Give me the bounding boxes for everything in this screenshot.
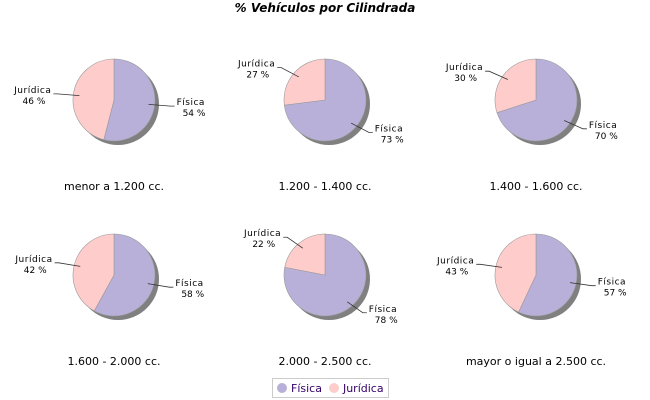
slice-label-value: 73 % — [381, 135, 404, 145]
pie-title: 1.200 - 1.400 cc. — [278, 180, 371, 193]
label-leader-line — [350, 122, 373, 133]
slice-label-name: Jurídica — [445, 63, 483, 73]
pie-slice-1 — [494, 58, 537, 114]
slice-label-name: Física — [598, 278, 626, 288]
slice-label-value: 54 % — [183, 109, 206, 119]
slice-label-value: 42 % — [24, 266, 47, 276]
pie-slice-0 — [496, 58, 578, 142]
slice-label-value: 58 % — [181, 290, 204, 300]
slice-label-value: 27 % — [246, 71, 269, 81]
slice-label-name: Jurídica — [237, 60, 275, 70]
pie-title: mayor o igual a 2.500 cc. — [466, 355, 606, 368]
label-leader-line — [569, 282, 596, 287]
pie-slice-1 — [494, 233, 537, 313]
slice-label-value: 46 % — [23, 97, 46, 107]
slice-label-name: Física — [589, 121, 617, 131]
slice-label-name: Física — [175, 279, 203, 289]
label-leader-line — [283, 236, 304, 249]
pie-slice-1 — [284, 233, 326, 276]
slice-label-value: 57 % — [604, 289, 627, 299]
label-leader-line — [476, 263, 503, 268]
pie-title: menor a 1.200 cc. — [64, 180, 164, 193]
slice-label-value: 30 % — [454, 74, 477, 84]
label-leader-line — [485, 70, 508, 80]
slice-label-value: 43 % — [445, 267, 468, 277]
pie-slice-0 — [518, 233, 578, 317]
pie-title: 1.600 - 2.000 cc. — [67, 355, 160, 368]
label-leader-line — [148, 103, 175, 107]
slice-label-name: Física — [375, 124, 403, 134]
legend-label-juridica: Jurídica — [342, 381, 384, 395]
pie-title: 1.400 - 1.600 cc. — [489, 180, 582, 193]
slice-label-name: Jurídica — [13, 86, 51, 96]
slice-label-name: Física — [177, 98, 205, 108]
pie-slice-1 — [72, 233, 115, 312]
slice-label-name: Jurídica — [436, 256, 474, 266]
label-leader-line — [346, 301, 367, 314]
pie-slice-1 — [283, 58, 326, 106]
label-leader-line — [54, 262, 81, 267]
legend-swatch-fisica — [277, 383, 287, 393]
pie-title: 2.000 - 2.500 cc. — [278, 355, 371, 368]
label-leader-line — [53, 93, 80, 97]
slice-label-value: 78 % — [375, 316, 398, 326]
label-leader-line — [147, 283, 174, 288]
legend-label-fisica: Física — [291, 381, 322, 395]
legend: Física Jurídica — [272, 378, 389, 398]
legend-swatch-juridica — [328, 383, 339, 393]
slice-label-value: 70 % — [595, 132, 618, 142]
pie-slice-0 — [93, 233, 156, 317]
label-leader-line — [564, 120, 587, 130]
label-leader-line — [277, 67, 300, 78]
slice-label-name: Jurídica — [14, 255, 52, 265]
slice-label-name: Jurídica — [243, 229, 281, 239]
slice-label-value: 22 % — [252, 240, 275, 250]
chart-title: % Vehículos por Cilindrada — [234, 1, 416, 15]
slice-label-name: Física — [369, 305, 397, 315]
